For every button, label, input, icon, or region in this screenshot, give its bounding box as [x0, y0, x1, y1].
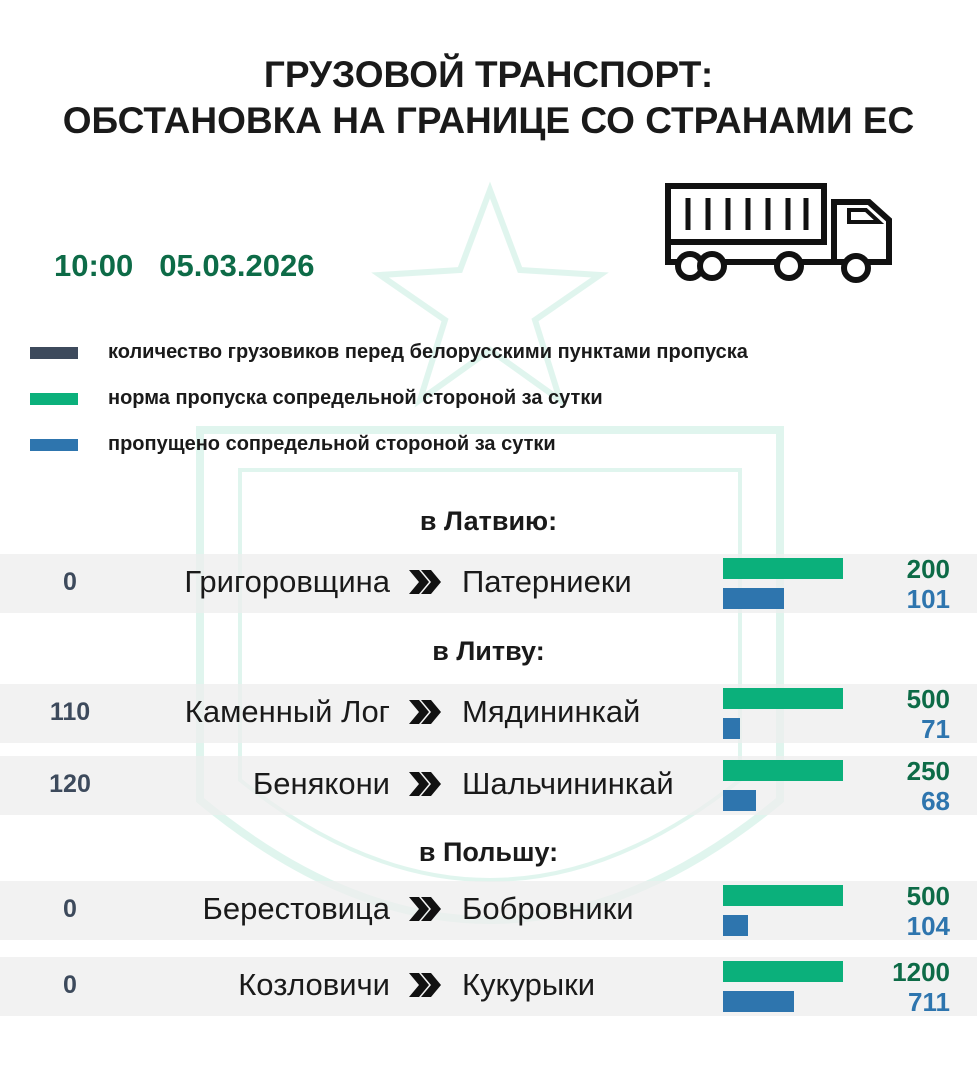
passed-value: 71 — [921, 714, 950, 744]
norm-value: 500 — [906, 684, 950, 714]
passed-value: 101 — [906, 584, 950, 614]
queue-count: 110 — [49, 698, 91, 726]
double-chevron-right-icon — [407, 770, 441, 803]
neighbor-checkpoint: Мядининкай — [462, 694, 641, 729]
queue-count: 120 — [49, 770, 91, 798]
passed-value: 711 — [908, 987, 950, 1017]
double-chevron-right-icon — [407, 895, 441, 928]
double-chevron-right-icon — [407, 971, 441, 1004]
queue-count: 0 — [63, 971, 77, 999]
time: 10:00 — [54, 248, 134, 283]
group-heading: в Литву: — [432, 636, 545, 666]
neighbor-checkpoint: Бобровники — [462, 891, 634, 926]
norm-value: 200 — [906, 554, 950, 584]
crossing-row: 110 Каменный Лог Мядининкай 500 71 — [0, 684, 977, 743]
date: 05.03.2026 — [159, 248, 315, 283]
group-heading: в Латвию: — [419, 506, 558, 536]
norm-bar — [723, 885, 843, 906]
legend-swatch-passed — [30, 439, 78, 451]
norm-bar — [723, 558, 843, 579]
norm-value: 250 — [906, 756, 950, 786]
double-chevron-right-icon — [407, 568, 441, 601]
neighbor-checkpoint: Шальчининкай — [462, 766, 674, 801]
neighbor-checkpoint: Кукурыки — [462, 967, 596, 1002]
belarus-checkpoint: Козловичи — [238, 967, 390, 1002]
passed-value: 68 — [921, 786, 950, 816]
norm-value: 500 — [906, 881, 950, 911]
belarus-checkpoint: Григоровщина — [184, 564, 390, 599]
truck-icon — [665, 183, 892, 283]
norm-value: 1200 — [892, 957, 950, 987]
passed-bar — [723, 718, 740, 739]
belarus-checkpoint: Берестовица — [202, 891, 390, 926]
legend-swatch-queue — [30, 347, 78, 359]
double-chevron-right-icon — [407, 698, 441, 731]
passed-bar — [723, 588, 784, 609]
group-heading: в Польшу: — [418, 837, 559, 867]
passed-bar — [723, 991, 794, 1012]
crossing-row: 0 Берестовица Бобровники 500 104 — [0, 881, 977, 940]
legend-swatch-norm — [30, 393, 78, 405]
belarus-checkpoint: Бенякони — [252, 766, 390, 801]
neighbor-checkpoint: Патерниеки — [462, 564, 632, 599]
crossing-row: 0 Козловичи Кукурыки 1200 711 — [0, 957, 977, 1016]
norm-bar — [723, 760, 843, 781]
belarus-checkpoint: Каменный Лог — [184, 694, 390, 729]
norm-bar — [723, 961, 843, 982]
passed-bar — [723, 915, 748, 936]
passed-bar — [723, 790, 756, 811]
queue-count: 0 — [63, 895, 77, 923]
crossing-row: 120 Бенякони Шальчининкай 250 68 — [0, 756, 977, 815]
page-title: ГРУЗОВОЙ ТРАНСПОРТ: ОБСТАНОВКА НА ГРАНИЦ… — [62, 54, 915, 141]
timestamp: 10:00 05.03.2026 — [54, 248, 340, 284]
queue-count: 0 — [63, 568, 77, 596]
crossing-row: 0 Григоровщина Патерниеки 200 101 — [0, 554, 977, 613]
norm-bar — [723, 688, 843, 709]
passed-value: 104 — [906, 911, 950, 941]
